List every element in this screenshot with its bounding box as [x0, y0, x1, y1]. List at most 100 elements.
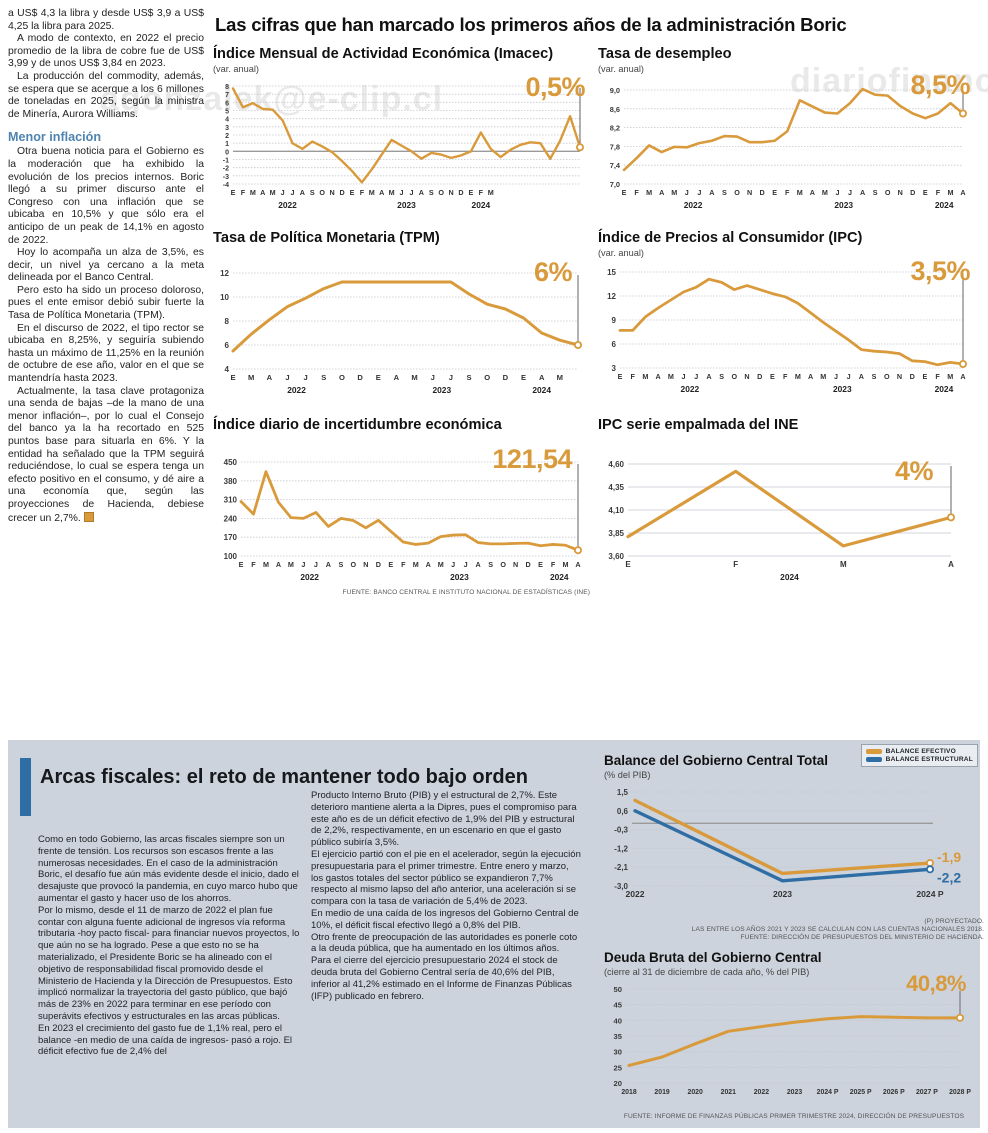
charts-grid: Índice Mensual de Actividad Económica (I… [213, 46, 983, 602]
chart-subtitle: (var. anual) [213, 64, 259, 74]
svg-text:A: A [659, 188, 664, 197]
bottom-text-column-2: Producto Interno Bruto (PIB) y el estruc… [311, 790, 583, 1002]
svg-text:E: E [469, 188, 474, 197]
chart-title: Tasa de desempleo [598, 46, 732, 62]
svg-text:3,85: 3,85 [608, 529, 624, 538]
svg-text:D: D [910, 372, 915, 381]
svg-text:4,10: 4,10 [608, 506, 624, 515]
chart-callout-value: 6% [533, 257, 573, 287]
svg-text:E: E [521, 373, 526, 382]
svg-text:9,0: 9,0 [610, 86, 620, 95]
article-paragraph: a US$ 4,3 la libra y desde US$ 3,9 a US$… [8, 8, 204, 32]
chart-svg: 1,5 0,6 -0,3 -1,2 -2,1 -3,0 -1,9 -2,2 2022 2023 20… [614, 788, 961, 899]
chart-callout-value: 4% [894, 456, 934, 486]
legend-swatch-blue [865, 757, 882, 762]
svg-text:M: M [668, 372, 674, 381]
bottom-paragraph: Producto Interno Bruto (PIB) y el estruc… [311, 790, 577, 849]
chart-callout-value: 0,5% [525, 72, 585, 102]
svg-text:O: O [884, 372, 890, 381]
chart-title: Deuda Bruta del Gobierno Central [604, 950, 822, 965]
svg-text:5: 5 [225, 109, 229, 116]
svg-text:2022: 2022 [287, 385, 306, 395]
charts-area: Las cifras que han marcado los primeros … [213, 8, 983, 602]
chart-svg: 9,08,68,27,87,47,0E F M A M J J A S O N D E F M A M J J A S O… [610, 86, 967, 210]
svg-text:E: E [538, 560, 543, 569]
legend-item-efectivo: BALANCE EFECTIVO [865, 748, 973, 755]
chart-title: Tasa de Política Monetaria (TPM) [213, 230, 440, 246]
svg-text:E: E [922, 372, 927, 381]
svg-text:E: E [231, 188, 236, 197]
article-paragraph: Otra buena noticia para el Gobierno es l… [8, 146, 204, 246]
svg-text:M: M [646, 188, 652, 197]
svg-text:S: S [873, 188, 878, 197]
svg-text:E: E [772, 188, 777, 197]
svg-text:-2,1: -2,1 [614, 863, 628, 872]
svg-text:-0,3: -0,3 [614, 826, 628, 835]
bottom-paragraph: Por lo mismo, desde el 11 de marzo de 20… [38, 904, 300, 1022]
svg-text:J: J [847, 372, 851, 381]
svg-text:F: F [479, 188, 484, 197]
svg-text:6: 6 [225, 341, 230, 350]
svg-text:A: A [948, 560, 954, 569]
svg-text:O: O [885, 188, 891, 197]
svg-text:2024: 2024 [935, 200, 954, 210]
svg-text:J: J [285, 373, 289, 382]
svg-text:S: S [321, 373, 326, 382]
svg-text:E: E [230, 373, 235, 382]
svg-text:2024 P: 2024 P [916, 889, 944, 899]
svg-text:E: E [376, 373, 381, 382]
article-paragraph: En el discurso de 2022, el tipo rector s… [8, 322, 204, 385]
svg-text:O: O [500, 560, 506, 569]
svg-text:6: 6 [612, 340, 617, 349]
svg-text:S: S [719, 372, 724, 381]
svg-text:A: A [860, 188, 865, 197]
svg-text:8: 8 [225, 84, 229, 91]
svg-text:N: N [513, 560, 518, 569]
svg-text:F: F [935, 372, 940, 381]
svg-text:N: N [330, 188, 335, 197]
svg-text:J: J [400, 188, 404, 197]
svg-text:O: O [484, 373, 490, 382]
svg-text:2028 P: 2028 P [949, 1089, 971, 1096]
svg-text:M: M [248, 373, 254, 382]
svg-text:A: A [706, 372, 711, 381]
chart-source-note-2: LAS ENTRE LOS AÑOS 2021 Y 2023 SE CALCUL… [691, 926, 984, 933]
svg-text:50: 50 [614, 985, 622, 994]
svg-text:D: D [910, 188, 915, 197]
svg-text:E: E [923, 188, 928, 197]
svg-text:-4: -4 [223, 182, 229, 189]
svg-text:E: E [350, 188, 355, 197]
svg-text:N: N [898, 188, 903, 197]
svg-text:N: N [363, 560, 368, 569]
svg-text:4,60: 4,60 [608, 460, 624, 469]
svg-text:J: J [314, 560, 318, 569]
svg-text:2024: 2024 [472, 200, 491, 210]
chart-title: Índice de Precios al Consumidor (IPC) [598, 230, 863, 246]
svg-text:2023: 2023 [787, 1089, 802, 1096]
svg-text:7: 7 [225, 92, 229, 99]
bottom-text-column-1: Como en todo Gobierno, las arcas fiscale… [38, 834, 300, 1058]
chart-card-imacec: Índice Mensual de Actividad Económica (I… [213, 46, 598, 216]
article-paragraph: La producción del commodity, además, se … [8, 70, 204, 120]
svg-text:M: M [369, 188, 375, 197]
svg-text:2020: 2020 [688, 1089, 703, 1096]
svg-text:E: E [622, 188, 627, 197]
svg-text:M: M [413, 560, 419, 569]
svg-text:M: M [840, 560, 847, 569]
svg-text:F: F [551, 560, 556, 569]
chart-card-incertidumbre: Índice diario de incertidumbre económica… [213, 417, 598, 596]
chart-title: IPC serie empalmada del INE [598, 417, 799, 433]
svg-text:N: N [747, 188, 752, 197]
svg-text:M: M [270, 188, 276, 197]
svg-text:A: A [808, 372, 813, 381]
svg-text:8,6: 8,6 [610, 105, 620, 114]
svg-text:J: J [464, 560, 468, 569]
svg-text:9: 9 [612, 316, 617, 325]
svg-text:A: A [476, 560, 481, 569]
svg-text:A: A [426, 560, 431, 569]
svg-text:A: A [379, 188, 384, 197]
chart-plot-area: 0,5% 8 7 6 5 4 3 2 1 0 -1 -2 -3 -4 E F M A M J J A S O N D E F M A M J… [213, 72, 590, 216]
svg-text:170: 170 [224, 533, 238, 542]
svg-text:M: M [822, 188, 828, 197]
